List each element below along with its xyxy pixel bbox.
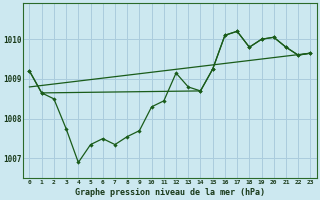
X-axis label: Graphe pression niveau de la mer (hPa): Graphe pression niveau de la mer (hPa) (75, 188, 265, 197)
